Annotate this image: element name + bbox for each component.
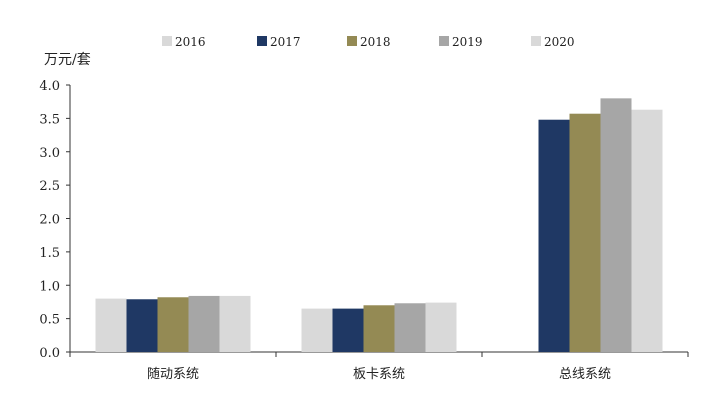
bar-2020-2 xyxy=(425,302,457,352)
legend-label-2020: 2020 xyxy=(544,35,575,49)
bar-2018-2 xyxy=(363,305,395,352)
y-tick-label: 1.5 xyxy=(39,246,60,261)
bar-2018-3 xyxy=(569,113,601,352)
y-axis-unit-label: 万元/套 xyxy=(44,52,91,68)
bar-2016-1 xyxy=(95,298,127,352)
bars xyxy=(95,98,663,353)
legend-label-2017: 2017 xyxy=(270,35,301,49)
legend-swatch-2016 xyxy=(162,36,172,46)
legend-swatch-2017 xyxy=(257,36,267,46)
x-axis: 随动系统 板卡系统 总线系统 xyxy=(69,351,689,382)
y-tick-label: 1.0 xyxy=(39,279,60,294)
bar-2020-1 xyxy=(219,295,251,352)
y-axis: 0.0 0.5 1.0 1.5 2.0 2.5 3.0 3.5 4.0 xyxy=(39,79,71,361)
bar-2019-3 xyxy=(600,98,632,352)
y-tick-label: 0.5 xyxy=(39,313,60,328)
y-tick-label: 3.5 xyxy=(39,112,60,127)
legend: 2016 2017 2018 2019 2020 xyxy=(162,35,575,49)
x-category-label: 随动系统 xyxy=(147,367,199,382)
bar-2017-2 xyxy=(332,308,364,352)
y-tick-label: 3.0 xyxy=(39,146,60,161)
bar-2020-3 xyxy=(631,109,663,352)
bar-2019-1 xyxy=(188,295,220,352)
y-tick-label: 0.0 xyxy=(39,346,60,361)
bar-2018-1 xyxy=(157,297,189,352)
legend-label-2019: 2019 xyxy=(452,35,483,49)
x-category-label: 总线系统 xyxy=(559,367,611,382)
legend-swatch-2019 xyxy=(439,36,449,46)
bar-2016-2 xyxy=(301,308,333,352)
legend-label-2018: 2018 xyxy=(360,35,391,49)
legend-swatch-2018 xyxy=(347,36,357,46)
x-category-label: 板卡系统 xyxy=(353,367,405,382)
y-tick-label: 2.0 xyxy=(39,213,60,228)
bar-2017-1 xyxy=(126,299,158,352)
y-tick-label: 4.0 xyxy=(39,79,60,94)
y-tick-label: 2.5 xyxy=(39,179,60,194)
bar-2017-3 xyxy=(538,119,570,353)
bar-2019-2 xyxy=(394,303,426,352)
legend-swatch-2020 xyxy=(531,36,541,46)
legend-label-2016: 2016 xyxy=(175,35,206,49)
